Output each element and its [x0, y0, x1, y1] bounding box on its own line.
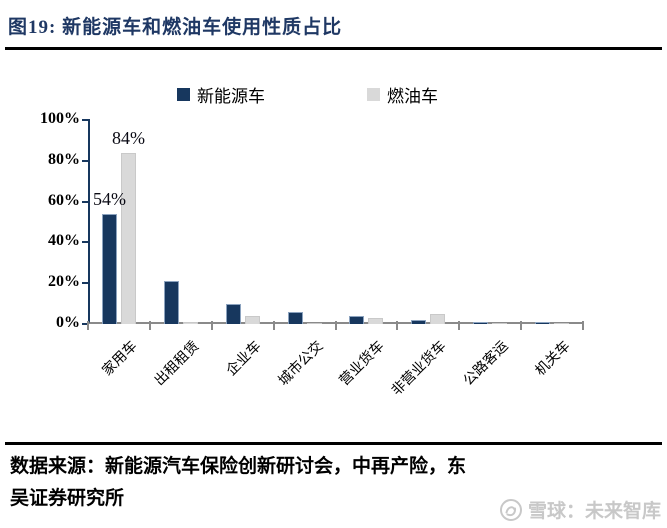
data-source-line-1: 数据来源：新能源汽车保险创新研讨会，中再产险，东	[10, 456, 467, 477]
bar-燃油车-城市公交	[306, 323, 322, 324]
y-axis-tick-label: 100%	[40, 110, 80, 127]
figure-title: 图19: 新能源车和燃油车使用性质占比	[8, 17, 343, 38]
bar-燃油车-公路客运	[492, 323, 508, 324]
bar-燃油车-企业车	[244, 316, 260, 324]
y-axis-tick	[82, 159, 88, 162]
x-axis-tick	[458, 321, 461, 330]
data-source-line-2: 吴证券研究所	[10, 488, 125, 509]
bar-新能源车-营业货车	[349, 316, 365, 324]
bar-新能源车-家用车	[101, 214, 117, 324]
watermark-text: 雪球：未来智库	[527, 501, 661, 522]
source-divider	[5, 442, 662, 445]
x-axis-tick	[272, 321, 275, 330]
y-axis-tick	[82, 282, 88, 285]
title-divider	[5, 47, 662, 50]
legend-item-nev: 新能源车	[177, 82, 265, 107]
x-axis-tick	[582, 321, 584, 330]
x-axis-tick	[520, 321, 523, 330]
watermark: 雪球：未来智库	[499, 496, 661, 523]
bar-新能源车-非营业货车	[411, 320, 427, 324]
x-axis-tick	[148, 321, 151, 330]
y-axis-tick-label: 20%	[48, 273, 80, 291]
y-axis-tick-label: 40%	[48, 232, 80, 250]
legend-item-fuel: 燃油车	[367, 82, 438, 107]
x-axis-tick	[210, 321, 213, 330]
bar-燃油车-出租租赁	[182, 322, 198, 324]
data-label: 54%	[92, 188, 126, 209]
plot-area	[88, 119, 583, 324]
data-source: 数据来源：新能源汽车保险创新研讨会，中再产险，东 吴证券研究所	[10, 451, 655, 515]
bar-燃油车-营业货车	[368, 318, 384, 324]
x-axis-tick	[87, 321, 89, 330]
bar-燃油车-机关车	[554, 323, 570, 324]
bar-燃油车-非营业货车	[430, 314, 446, 324]
y-axis-tick	[82, 323, 88, 325]
legend-swatch-nev	[177, 88, 190, 101]
y-axis-tick	[82, 241, 88, 244]
legend-label-nev: 新能源车	[197, 87, 265, 106]
bar-新能源车-机关车	[535, 322, 551, 324]
legend-label-fuel: 燃油车	[387, 87, 438, 106]
y-axis-tick-label: 0%	[56, 314, 80, 331]
bar-燃油车-家用车	[120, 153, 136, 324]
xueqiu-snowball-logo-icon	[499, 498, 522, 521]
legend-swatch-fuel	[367, 88, 380, 101]
bar-新能源车-公路客运	[473, 322, 489, 324]
y-axis-tick-label: 60%	[48, 191, 80, 209]
x-axis-tick	[396, 321, 399, 330]
data-label: 84%	[111, 127, 145, 148]
y-axis-tick	[82, 119, 88, 121]
y-axis-tick-label: 80%	[48, 150, 80, 168]
bar-新能源车-企业车	[225, 304, 241, 324]
bar-新能源车-出租租赁	[163, 281, 179, 324]
x-axis-tick	[334, 321, 337, 330]
bar-新能源车-城市公交	[287, 312, 303, 324]
y-axis-tick	[82, 200, 88, 203]
